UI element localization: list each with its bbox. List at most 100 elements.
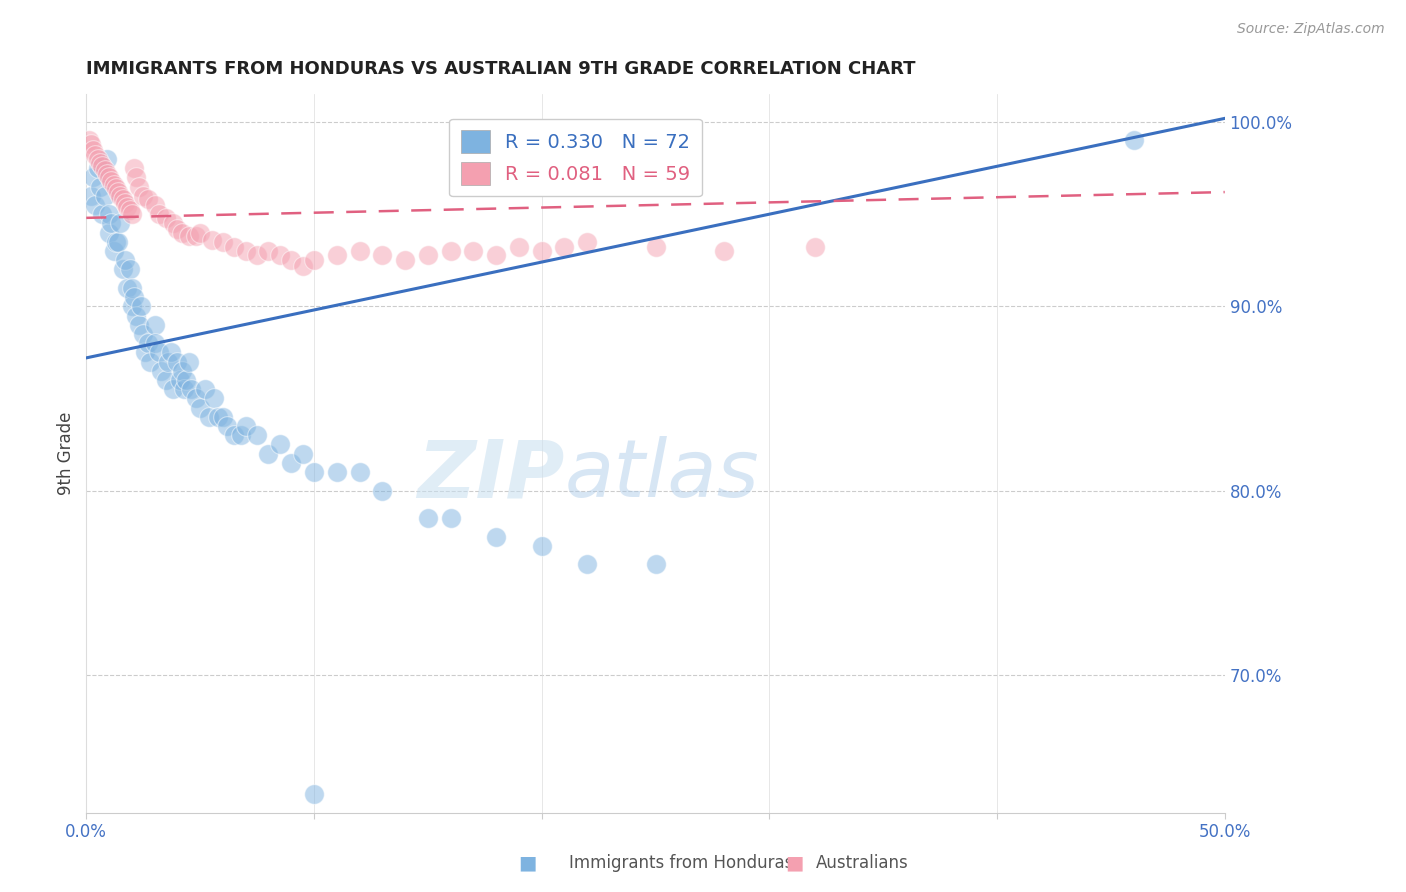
Point xyxy=(257,244,280,258)
Point xyxy=(117,200,139,214)
Point xyxy=(84,148,107,162)
Point xyxy=(644,558,666,572)
Point xyxy=(217,419,239,434)
Point xyxy=(117,281,139,295)
Point xyxy=(114,196,136,211)
Point xyxy=(111,193,134,207)
Point xyxy=(280,456,302,470)
Point xyxy=(121,281,143,295)
Point xyxy=(188,401,211,415)
Point xyxy=(104,235,127,249)
Point xyxy=(235,419,257,434)
Point xyxy=(439,244,461,258)
Point xyxy=(128,179,150,194)
Point xyxy=(439,511,461,525)
Point xyxy=(194,382,217,396)
Point xyxy=(188,226,211,240)
Point xyxy=(291,259,314,273)
Point xyxy=(159,345,181,359)
Point xyxy=(224,240,246,254)
Point xyxy=(553,240,575,254)
Point xyxy=(82,170,104,185)
Point xyxy=(530,539,553,553)
Point xyxy=(89,155,111,169)
Point xyxy=(98,226,121,240)
Point xyxy=(576,558,599,572)
Point xyxy=(207,409,229,424)
Point xyxy=(177,354,200,368)
Point xyxy=(326,465,349,479)
Point xyxy=(155,373,177,387)
Point xyxy=(132,326,155,341)
Point xyxy=(118,262,141,277)
Point xyxy=(104,181,127,195)
Point xyxy=(100,174,122,188)
Text: ZIP: ZIP xyxy=(418,436,564,514)
Point xyxy=(576,235,599,249)
Point xyxy=(148,207,170,221)
Point xyxy=(155,211,177,225)
Point xyxy=(96,167,118,181)
Point xyxy=(224,428,246,442)
Point xyxy=(713,244,735,258)
Point xyxy=(136,336,159,351)
Point xyxy=(349,244,371,258)
Point xyxy=(166,354,188,368)
Point xyxy=(114,253,136,268)
Point xyxy=(134,345,156,359)
Point xyxy=(198,409,221,424)
Point xyxy=(246,248,269,262)
Point xyxy=(416,248,439,262)
Point xyxy=(371,483,394,498)
Point xyxy=(257,447,280,461)
Point xyxy=(118,203,141,218)
Point xyxy=(485,530,508,544)
Point xyxy=(89,179,111,194)
Point xyxy=(80,137,103,152)
Point xyxy=(176,373,198,387)
Point xyxy=(122,161,145,175)
Point xyxy=(463,244,485,258)
Point xyxy=(148,345,170,359)
Point xyxy=(121,207,143,221)
Text: ■: ■ xyxy=(785,854,804,872)
Point xyxy=(326,248,349,262)
Point xyxy=(644,240,666,254)
Point xyxy=(100,216,122,230)
Point xyxy=(530,244,553,258)
Point xyxy=(86,152,108,166)
Point xyxy=(302,465,325,479)
Point xyxy=(122,290,145,304)
Point xyxy=(184,229,207,244)
Point xyxy=(121,299,143,313)
Point xyxy=(246,428,269,442)
Point xyxy=(129,299,152,313)
Text: Source: ZipAtlas.com: Source: ZipAtlas.com xyxy=(1237,22,1385,37)
Point xyxy=(125,309,148,323)
Point xyxy=(1122,133,1144,147)
Point xyxy=(93,188,115,202)
Point xyxy=(80,188,103,202)
Point xyxy=(143,198,166,212)
Point xyxy=(103,244,125,258)
Point xyxy=(103,178,125,192)
Point xyxy=(162,216,184,230)
Point xyxy=(132,188,155,202)
Point xyxy=(96,152,118,166)
Point xyxy=(280,253,302,268)
Point xyxy=(416,511,439,525)
Point xyxy=(229,428,252,442)
Point xyxy=(212,235,235,249)
Point xyxy=(86,161,108,175)
Y-axis label: 9th Grade: 9th Grade xyxy=(58,412,75,495)
Point xyxy=(177,229,200,244)
Point xyxy=(170,364,193,378)
Point xyxy=(169,373,191,387)
Point xyxy=(84,198,107,212)
Point xyxy=(180,382,202,396)
Point xyxy=(77,133,100,147)
Point xyxy=(162,382,184,396)
Point xyxy=(111,262,134,277)
Point xyxy=(394,253,416,268)
Text: Australians: Australians xyxy=(815,855,908,872)
